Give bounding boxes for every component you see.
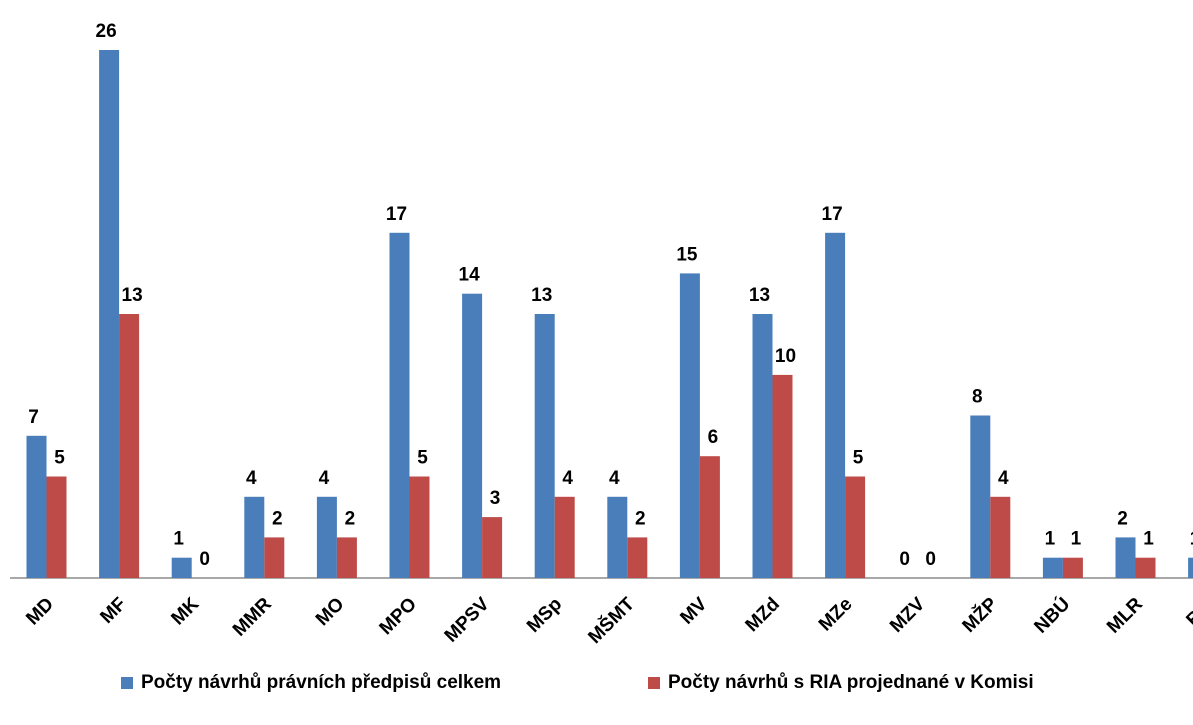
bar-MŽP-series-1 (970, 415, 991, 578)
bar-MPO-series-2 (409, 476, 430, 578)
data-label-BIS-series-1: 1 (1190, 529, 1193, 550)
bar-NBÚ-series-2 (1062, 557, 1083, 578)
legend-item-series-1: Počty návrhů právních předpisů celkem (121, 672, 501, 694)
data-label-MZe-series-1: 17 (822, 204, 843, 225)
bar-MLR-series-1 (1115, 537, 1136, 578)
bar-MZe-series-1 (825, 232, 846, 579)
category-label-MLR: MLR (1103, 593, 1147, 637)
bar-BIS-series-1 (1188, 557, 1193, 578)
category-label-NBÚ: NBÚ (1030, 593, 1075, 638)
data-label-MŽP-series-1: 8 (972, 387, 983, 408)
bar-MO-series-2 (336, 537, 357, 578)
data-label-MO-series-2: 2 (345, 508, 356, 529)
category-labels-group: MD MF MK MMR MO MPO MPSV MSp MŠMT MV MZd MZe MZV MŽP N… (22, 593, 1193, 648)
bar-MŠMT-series-2 (627, 537, 648, 578)
category-label-MK: MK (167, 593, 203, 629)
data-label-MF-series-1: 26 (96, 21, 117, 42)
data-label-MK-series-2: 0 (199, 549, 210, 570)
category-label-MPO: MPO (376, 594, 421, 639)
legend-item-series-2: Počty návrhů s RIA projednané v Komisi (648, 672, 1034, 694)
bar-MSp-series-2 (554, 496, 575, 578)
bar-MPSV-series-2 (482, 517, 503, 578)
bar-MLR-series-2 (1135, 557, 1156, 578)
bar-MPO-series-1 (389, 232, 410, 579)
data-label-MMR-series-1: 4 (246, 468, 257, 489)
data-label-MK-series-1: 1 (173, 529, 184, 550)
data-label-MPSV-series-1: 14 (459, 265, 481, 286)
data-label-MZd-series-1: 13 (749, 285, 770, 306)
category-label-MŠMT: MŠMT (584, 593, 639, 648)
data-label-MZV-series-1: 0 (899, 549, 910, 570)
data-label-MLR-series-1: 2 (1117, 508, 1128, 529)
category-label-MŽP: MŽP (958, 593, 1002, 637)
bar-MSp-series-1 (534, 314, 555, 578)
bars-group (26, 50, 1193, 579)
category-label-MPSV: MPSV (441, 593, 494, 646)
data-label-MSp-series-1: 13 (531, 285, 552, 306)
bar-MŠMT-series-1 (607, 496, 628, 578)
category-label-MZe: MZe (815, 594, 857, 636)
bar-MZd-series-2 (772, 374, 793, 578)
data-label-MSp-series-2: 4 (562, 468, 573, 489)
bar-MD-series-2 (46, 476, 67, 578)
bar-MZd-series-1 (752, 314, 773, 578)
category-label-MMR: MMR (229, 593, 276, 640)
data-label-MPSV-series-2: 3 (490, 488, 501, 509)
data-label-NBÚ-series-1: 1 (1045, 529, 1056, 550)
data-label-MŠMT-series-2: 2 (635, 508, 646, 529)
category-label-MO: MO (312, 594, 348, 630)
bar-MV-series-1 (679, 273, 700, 578)
bar-MŽP-series-2 (990, 496, 1011, 578)
data-label-MŽP-series-2: 4 (998, 468, 1009, 489)
data-label-MV-series-2: 6 (708, 427, 719, 448)
category-label-MV: MV (676, 593, 711, 628)
data-label-MMR-series-2: 2 (272, 508, 283, 529)
bar-MD-series-1 (26, 435, 47, 578)
bar-MK-series-1 (171, 557, 192, 578)
data-label-MŠMT-series-1: 4 (609, 468, 620, 489)
data-label-MO-series-1: 4 (319, 468, 330, 489)
legend-swatch-series-2 (648, 677, 660, 689)
bar-MMR-series-1 (244, 496, 265, 578)
bar-MZe-series-2 (845, 476, 866, 578)
data-label-MD-series-2: 5 (54, 448, 65, 469)
data-label-MZV-series-2: 0 (925, 549, 936, 570)
data-label-MD-series-1: 7 (28, 407, 39, 428)
category-label-MZV: MZV (886, 593, 929, 636)
data-label-MF-series-2: 13 (122, 285, 143, 306)
category-label-BIS: BIS (1182, 594, 1193, 631)
data-label-MLR-series-2: 1 (1143, 529, 1154, 550)
category-label-MZd: MZd (742, 594, 784, 636)
data-label-MV-series-1: 15 (676, 244, 698, 265)
data-label-MZd-series-2: 10 (775, 346, 796, 367)
legend-label-series-2: Počty návrhů s RIA projednané v Komisi (668, 672, 1034, 693)
category-label-MF: MF (96, 594, 130, 628)
bar-MV-series-2 (699, 456, 720, 578)
data-label-MZe-series-2: 5 (853, 448, 864, 469)
data-label-NBÚ-series-2: 1 (1071, 529, 1082, 550)
bar-MMR-series-2 (264, 537, 285, 578)
category-label-MD: MD (22, 594, 58, 630)
category-label-MSp: MSp (523, 594, 566, 637)
bar-MF-series-1 (99, 50, 120, 578)
data-label-MPO-series-1: 17 (386, 204, 407, 225)
bar-NBÚ-series-1 (1042, 557, 1063, 578)
bar-MF-series-2 (119, 314, 140, 578)
bar-MO-series-1 (316, 496, 337, 578)
data-label-MPO-series-2: 5 (417, 448, 428, 469)
legend-swatch-series-1 (121, 677, 133, 689)
legend-label-series-1: Počty návrhů právních předpisů celkem (141, 672, 502, 693)
legend: Počty návrhů právních předpisů celkem Po… (0, 672, 1193, 702)
bar-MPSV-series-1 (462, 293, 483, 578)
